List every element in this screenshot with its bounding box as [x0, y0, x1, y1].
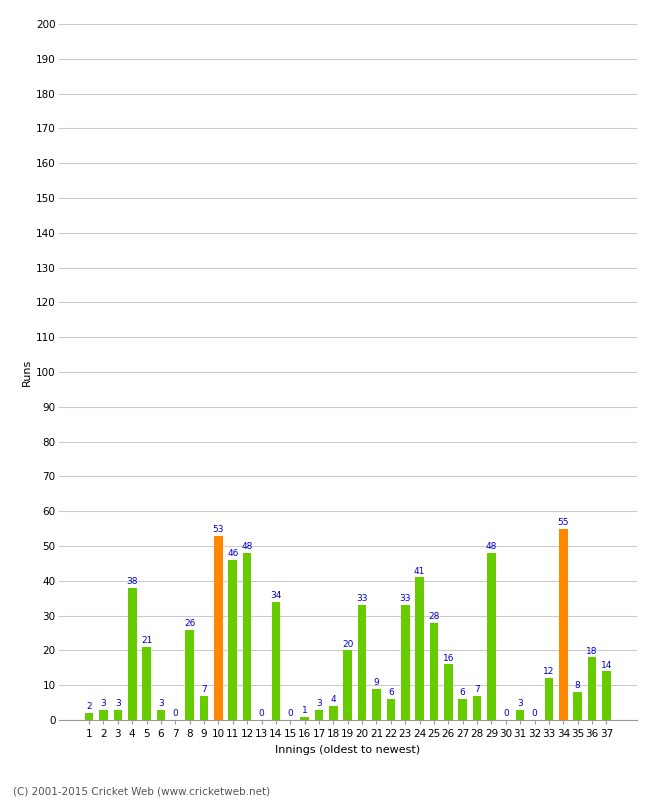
Text: 12: 12 [543, 667, 554, 677]
Bar [243, 553, 252, 720]
Text: 2: 2 [86, 702, 92, 711]
Bar [343, 650, 352, 720]
Bar [114, 710, 122, 720]
Text: 33: 33 [356, 594, 368, 603]
Text: 1: 1 [302, 706, 307, 714]
Text: 0: 0 [287, 710, 293, 718]
Bar [573, 692, 582, 720]
Text: 28: 28 [428, 612, 439, 621]
Bar [300, 717, 309, 720]
Text: 26: 26 [184, 618, 196, 628]
Bar [142, 647, 151, 720]
Bar [516, 710, 525, 720]
Text: 55: 55 [558, 518, 569, 527]
Bar [559, 529, 567, 720]
Text: 7: 7 [474, 685, 480, 694]
Bar [444, 664, 452, 720]
Text: 20: 20 [342, 640, 354, 649]
Bar [387, 699, 395, 720]
Bar [329, 706, 338, 720]
Bar [84, 713, 94, 720]
Bar [430, 622, 438, 720]
Bar [473, 696, 482, 720]
Text: 46: 46 [227, 549, 239, 558]
Bar [602, 671, 611, 720]
Bar [214, 535, 223, 720]
Bar [487, 553, 496, 720]
Text: 0: 0 [532, 710, 538, 718]
Bar [99, 710, 108, 720]
Text: 14: 14 [601, 661, 612, 670]
Text: 3: 3 [517, 699, 523, 708]
Text: 6: 6 [460, 688, 465, 698]
Bar [157, 710, 165, 720]
Text: 48: 48 [486, 542, 497, 551]
Text: 3: 3 [115, 699, 121, 708]
Text: 0: 0 [172, 710, 178, 718]
Bar [415, 578, 424, 720]
Y-axis label: Runs: Runs [22, 358, 32, 386]
Bar [315, 710, 323, 720]
Bar [458, 699, 467, 720]
Bar [588, 658, 596, 720]
Bar [229, 560, 237, 720]
Bar [185, 630, 194, 720]
Text: 0: 0 [259, 710, 265, 718]
Text: 7: 7 [202, 685, 207, 694]
Bar [358, 605, 367, 720]
Text: (C) 2001-2015 Cricket Web (www.cricketweb.net): (C) 2001-2015 Cricket Web (www.cricketwe… [13, 786, 270, 796]
Text: 48: 48 [242, 542, 253, 551]
Bar [545, 678, 553, 720]
Text: 18: 18 [586, 646, 598, 656]
Bar [372, 689, 381, 720]
Text: 4: 4 [331, 695, 336, 704]
Text: 21: 21 [141, 636, 152, 645]
Bar [128, 588, 136, 720]
Bar [401, 605, 410, 720]
Text: 34: 34 [270, 591, 281, 600]
Bar [272, 602, 280, 720]
Bar [200, 696, 209, 720]
Text: 0: 0 [503, 710, 509, 718]
Text: 3: 3 [316, 699, 322, 708]
Text: 3: 3 [101, 699, 107, 708]
Text: 41: 41 [414, 566, 425, 575]
Text: 9: 9 [374, 678, 380, 687]
Text: 6: 6 [388, 688, 394, 698]
Text: 16: 16 [443, 654, 454, 662]
X-axis label: Innings (oldest to newest): Innings (oldest to newest) [275, 745, 421, 754]
Text: 53: 53 [213, 525, 224, 534]
Text: 33: 33 [400, 594, 411, 603]
Text: 8: 8 [575, 682, 580, 690]
Text: 3: 3 [158, 699, 164, 708]
Text: 38: 38 [127, 577, 138, 586]
